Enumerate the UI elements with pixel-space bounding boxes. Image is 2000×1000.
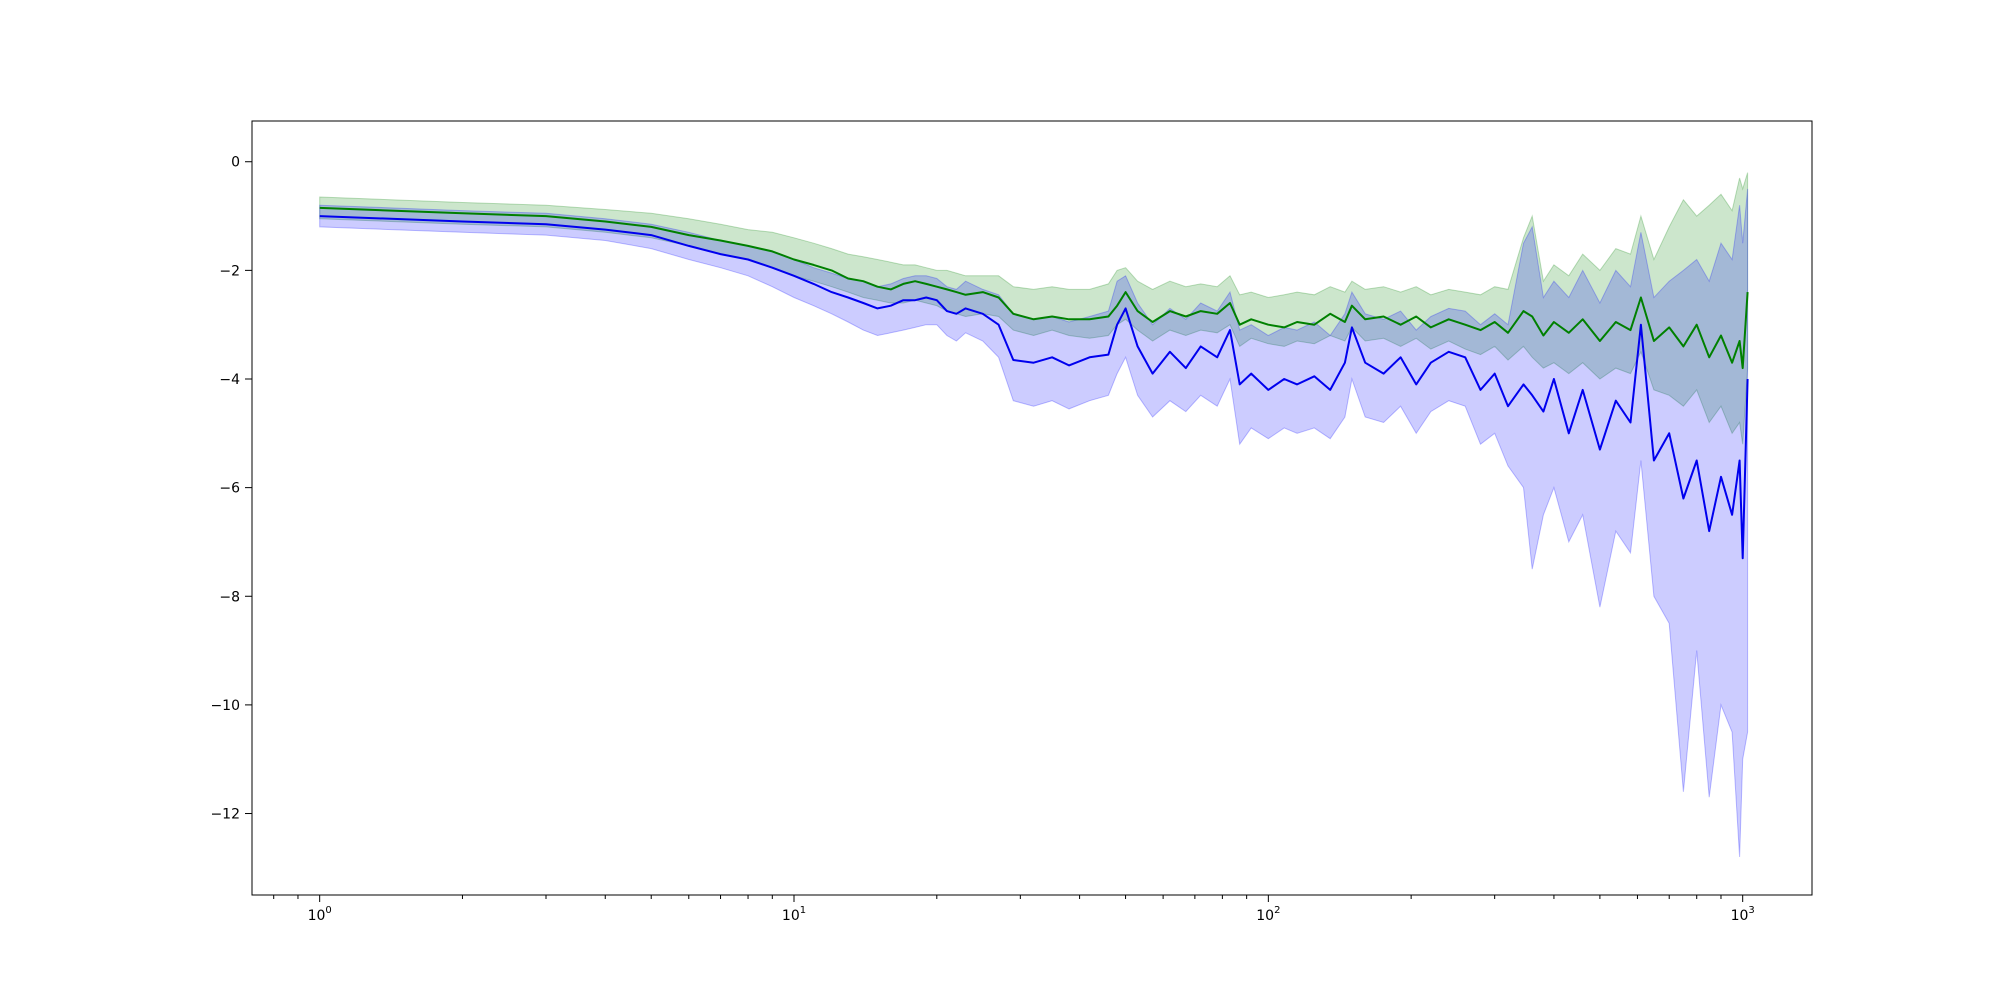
series-lines [319,206,1749,560]
y-tick-label: 0 [231,155,240,171]
y-tick-label: −10 [210,698,240,714]
y-tick-label: −6 [219,481,240,497]
x-axis-ticks: 100 101 102 103 [273,895,1755,924]
y-axis-ticks: 0 −2 −4 −6 −8 −10 −12 [210,155,252,823]
x-tick-label: 103 [1731,905,1755,924]
y-tick-label: −2 [219,263,240,279]
x-tick-label: 101 [782,905,806,924]
series-1-line [319,206,1749,370]
plot-frame [251,120,1813,896]
y-tick-label: −12 [210,807,240,823]
series-1-band [319,172,1749,445]
y-tick-label: −8 [219,589,240,605]
y-tick-label: −4 [219,372,240,388]
x-tick-label: 100 [308,905,332,924]
x-tick-label: 102 [1256,905,1280,924]
series-2-line [319,215,1749,560]
